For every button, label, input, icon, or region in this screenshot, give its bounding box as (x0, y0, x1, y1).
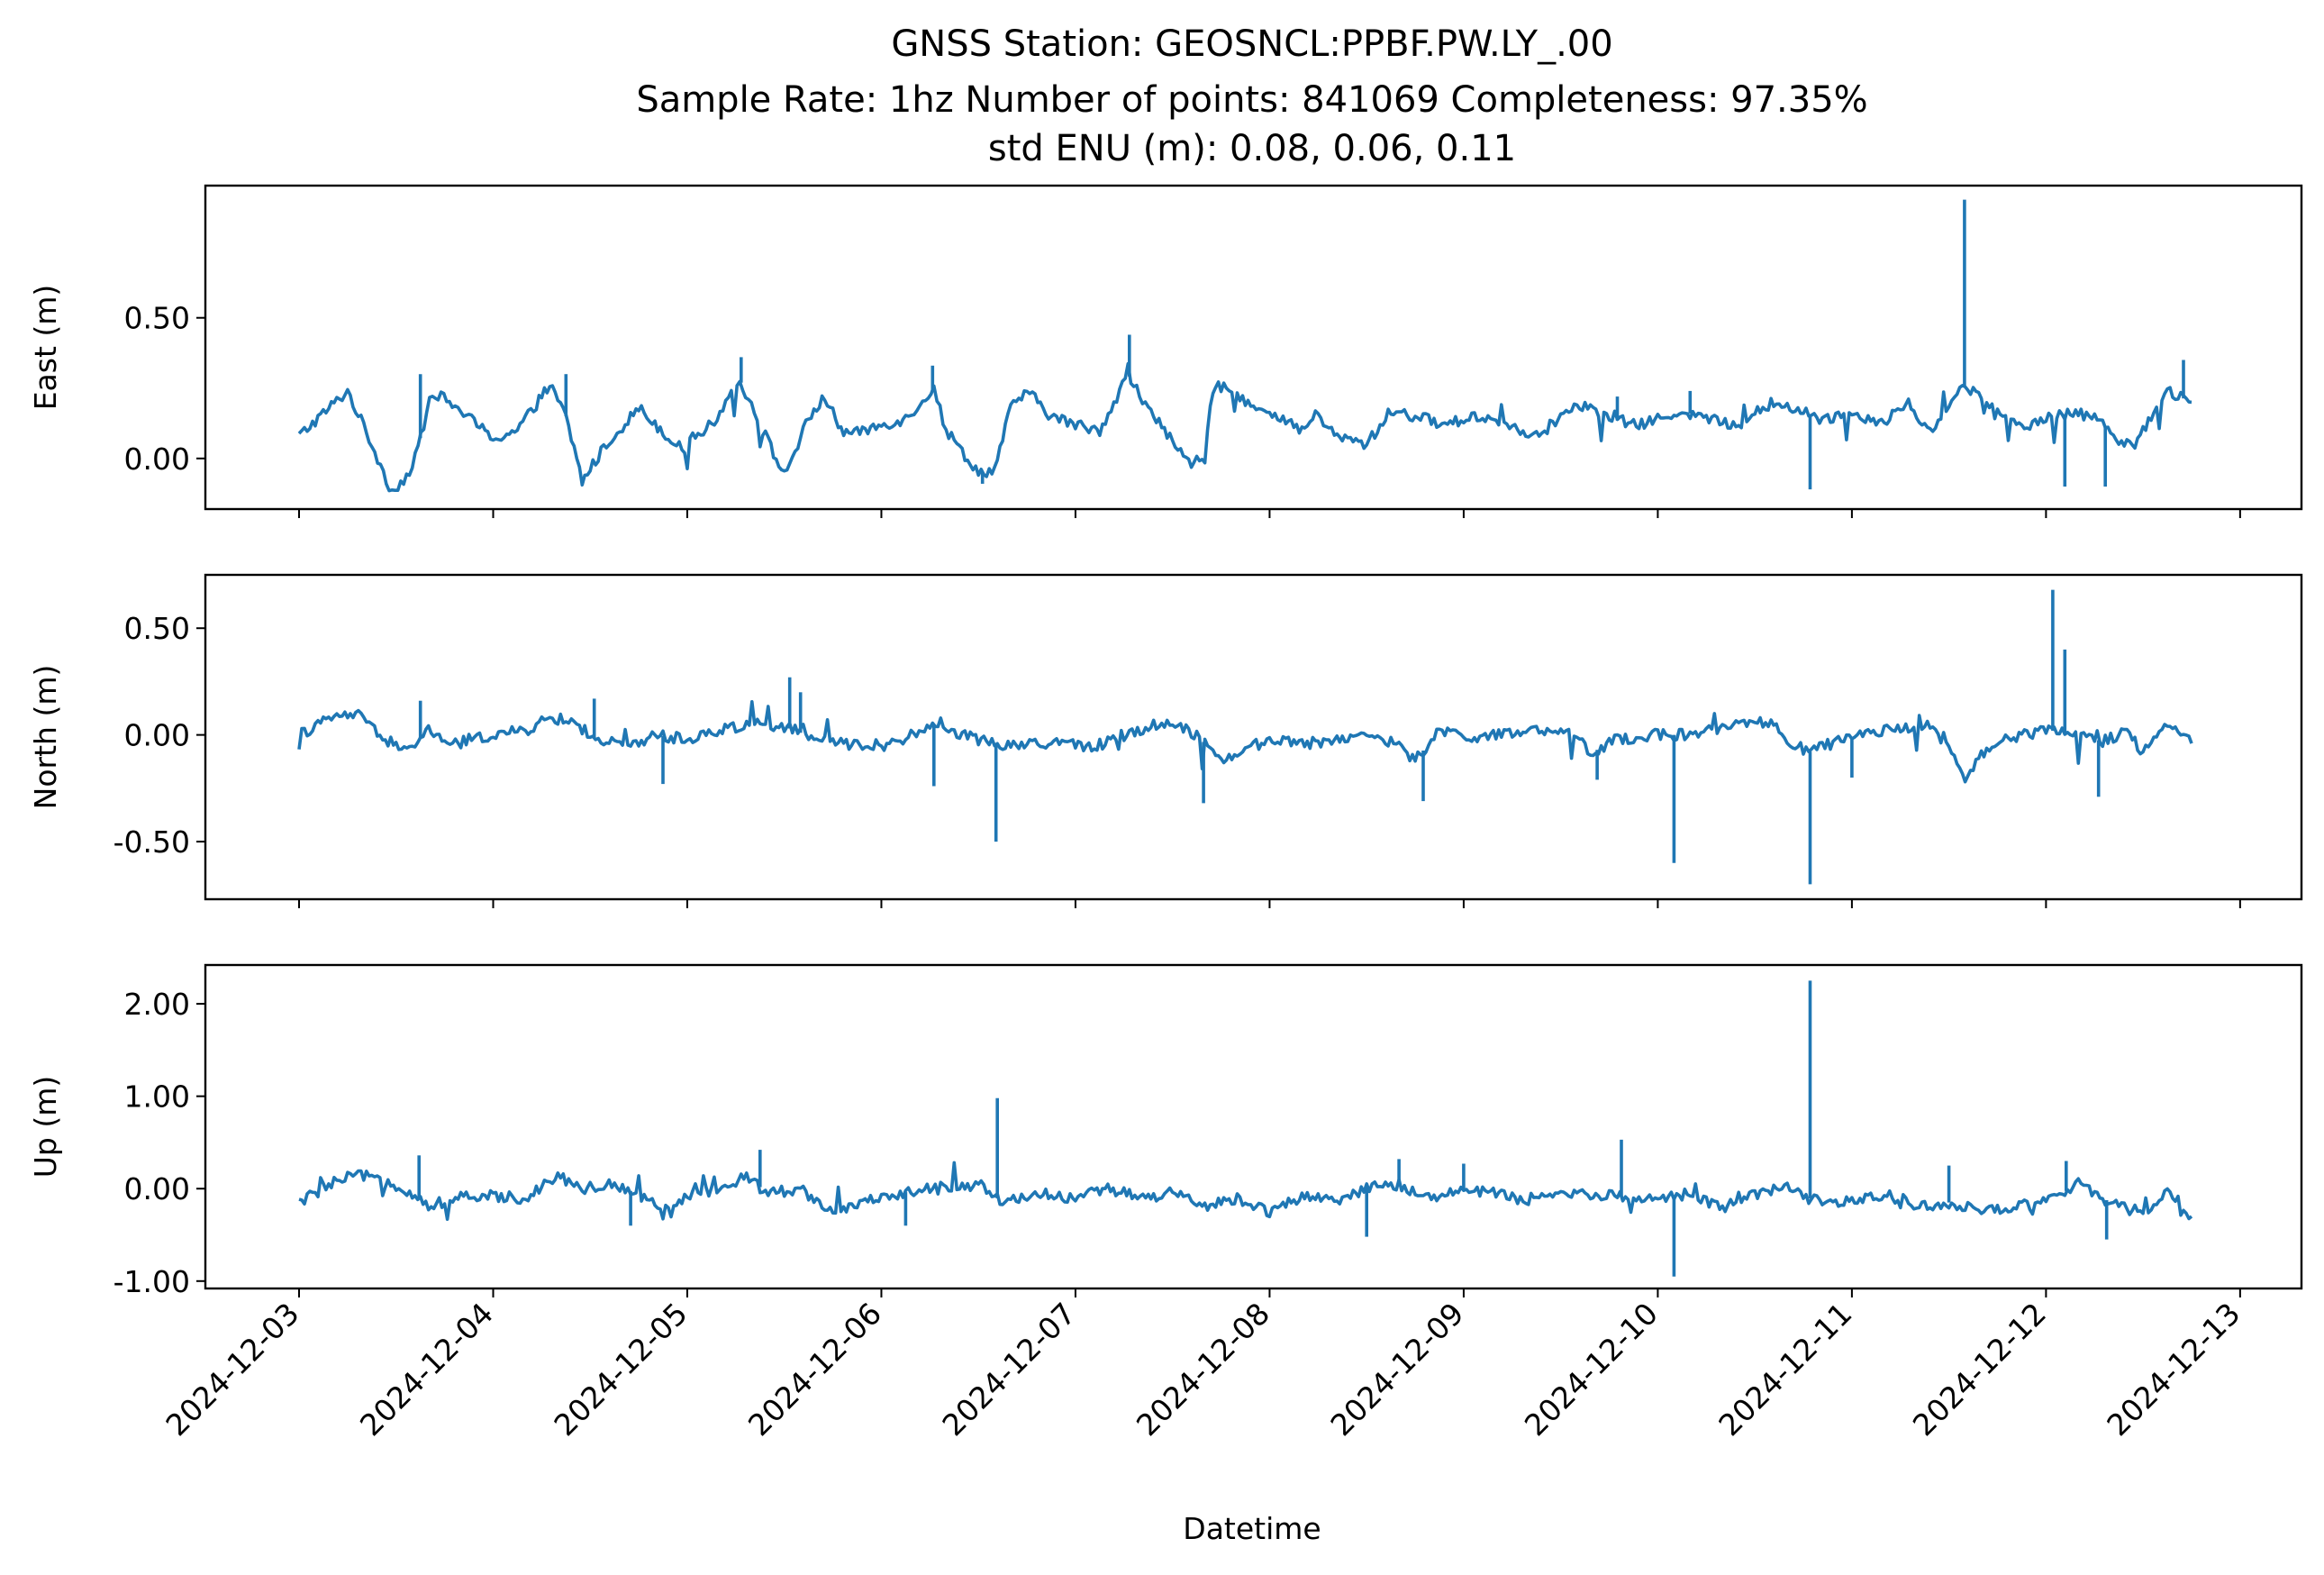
east-ylabel: East (m) (28, 285, 63, 411)
east-axes-frame (204, 184, 2303, 511)
north-ticks: -0.50 0.00 0.50 (113, 611, 205, 860)
title-line-3: std ENU (m): 0.08, 0.06, 0.11 (988, 128, 1516, 169)
east-series (297, 199, 2192, 493)
title-line-1: GNSS Station: GEOSNCL:PPBF.PW.LY_.00 (891, 23, 1612, 65)
y-tick-label: -1.00 (113, 1264, 190, 1299)
y-tick-label: 2.00 (124, 987, 190, 1022)
up-ticks: -1.00 0.00 1.00 2.00 (113, 987, 205, 1299)
y-tick-label: 0.00 (124, 442, 190, 477)
y-tick-label: 0.50 (124, 301, 190, 336)
north-axes-frame (204, 573, 2303, 901)
north-series (297, 589, 2193, 885)
series-line (297, 700, 2193, 784)
up-ylabel: Up (m) (28, 1076, 63, 1179)
up-axes-frame (204, 963, 2303, 1290)
east-ticks: 0.00 0.50 (124, 301, 205, 477)
north-panel: -0.50 0.00 0.50 North (m) (28, 573, 2303, 901)
y-tick-label: -0.50 (113, 824, 190, 860)
up-panel: -1.00 0.00 1.00 2.00 Up (m) (28, 963, 2303, 1299)
y-tick-label: 0.00 (124, 1171, 190, 1206)
series-line (298, 1161, 2193, 1221)
east-panel: 0.00 0.50 East (m) (28, 184, 2303, 511)
title-line-2: Sample Rate: 1hz Number of points: 84106… (636, 79, 1867, 121)
up-series (298, 980, 2193, 1277)
y-tick-label: 0.50 (124, 611, 190, 646)
series-line (297, 361, 2192, 493)
north-ylabel: North (m) (28, 665, 63, 810)
y-tick-label: 0.00 (124, 718, 190, 753)
x-axis-label: Datetime (1183, 1511, 1321, 1546)
y-tick-label: 1.00 (124, 1079, 190, 1115)
